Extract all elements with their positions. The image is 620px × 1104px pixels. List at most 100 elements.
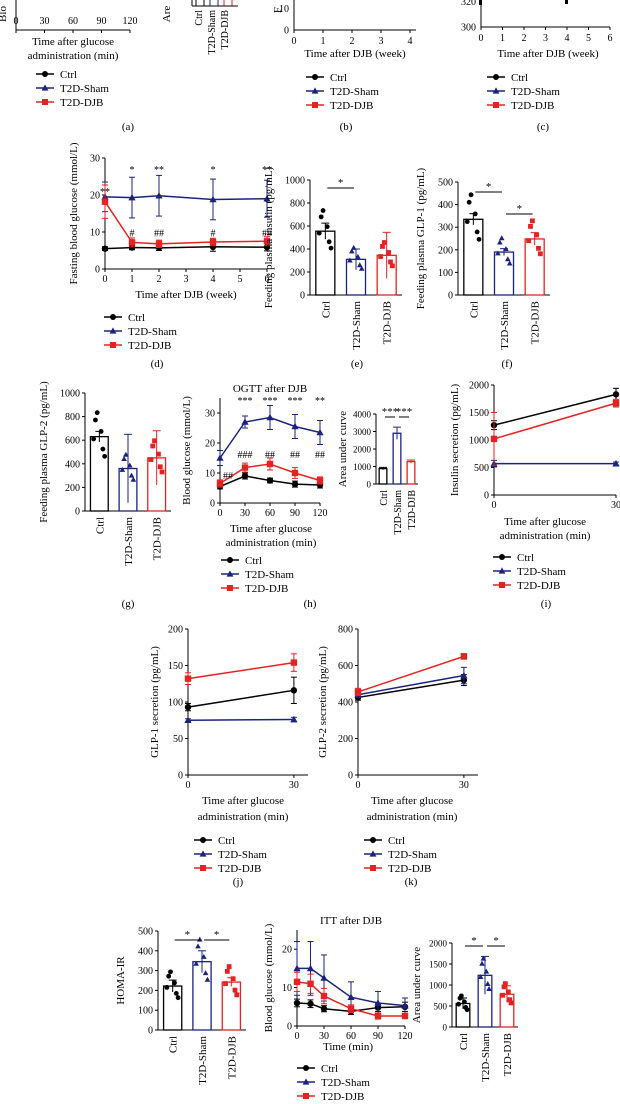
scatter-point-ctrl [93, 417, 98, 423]
category-label-t2d-sham: T2D-Sham [197, 1036, 209, 1085]
legend-marker-t2d-sham [41, 84, 49, 91]
category-label-t2d-sham: T2D-Sham [207, 10, 218, 55]
x-tick-label: 0 [292, 36, 297, 47]
x-axis-label: Time after glucose [202, 795, 284, 807]
legend-label-t2d-djb: T2D-DJB [60, 97, 103, 109]
legend-label-t2d-djb: T2D-DJB [218, 863, 261, 875]
scatter-point-t2d-sham [480, 955, 487, 961]
y-tick-label: 300 [461, 23, 476, 34]
scatter-point-t2d-djb [501, 984, 507, 990]
data-point-t2d-djb [184, 675, 192, 682]
significance-annotation: * [130, 165, 135, 176]
y-tick-label: 10 [90, 228, 100, 239]
legend-marker-ctrl [200, 837, 206, 843]
data-point-t2d-sham [347, 993, 355, 1000]
data-point-ctrl [612, 391, 620, 398]
x-tick-label: 30 [289, 780, 299, 791]
legend-marker-t2d-sham [109, 327, 117, 334]
scatter-point-t2d-djb [507, 997, 513, 1003]
significance-annotation: ## [154, 228, 164, 239]
x-axis-label: Time after DJB (week) [135, 289, 237, 301]
scatter-point-ctrl [316, 230, 322, 236]
scatter-point-t2d-sham [350, 244, 357, 250]
legend-marker-t2d-sham [226, 570, 234, 577]
significance-annotation: ## [265, 450, 275, 461]
x-tick-label: 0 [186, 780, 191, 791]
x-tick-label: 0 [295, 1031, 300, 1042]
scatter-point-t2d-sham [130, 476, 137, 482]
y-tick-label: 0 [300, 291, 305, 302]
series-line-t2d-sham [297, 967, 406, 1007]
data-point-t2d-djb [266, 460, 274, 468]
y-tick-label: 10 [279, 4, 289, 15]
y-tick-label: 400 [338, 698, 353, 709]
x-tick-label: 0 [356, 780, 361, 791]
x-axis-label: administration (min) [226, 537, 317, 549]
legend-marker-ctrl [227, 557, 233, 563]
bar-ctrl [315, 230, 336, 296]
category-label-ctrl: Ctrl [94, 517, 106, 534]
y-tick-label: 0 [287, 1022, 292, 1033]
x-tick-label: 120 [398, 1031, 413, 1042]
data-point-t2d-sham [155, 191, 163, 199]
scatter-point-t2d-djb [381, 240, 387, 245]
legend-label-t2d-sham: T2D-Sham [388, 849, 437, 861]
y-tick-label: 200 [338, 734, 353, 745]
data-point-t2d-sham [184, 716, 192, 724]
legend-marker-ctrl [370, 837, 376, 843]
y-tick-label: 0 [448, 291, 453, 302]
x-tick-label: 0 [492, 500, 497, 511]
significance-annotation: *** [238, 396, 253, 407]
y-tick-label: 10 [205, 469, 215, 480]
scatter-point-ctrl [173, 990, 179, 996]
scatter-point-t2d-sham [193, 960, 199, 966]
scatter-point-t2d-djb [232, 987, 238, 993]
legend-marker-ctrl [499, 554, 505, 560]
x-axis-label: Time after DJB (week) [304, 48, 406, 60]
data-point-t2d-sham [612, 459, 620, 467]
legend-marker-t2d-sham [311, 87, 319, 94]
y-tick-label: 300 [138, 966, 153, 977]
scatter-point-t2d-djb [157, 464, 163, 470]
data-point-ctrl [128, 244, 136, 251]
series-line-ctrl [187, 689, 294, 708]
legend-label-ctrl: Ctrl [511, 72, 528, 84]
x-tick-label: 3 [379, 36, 384, 47]
scatter-point-t2d-djb [150, 443, 156, 449]
scatter-point-t2d-djb [502, 981, 508, 987]
y-tick-label: 2000 [353, 445, 372, 455]
data-point-t2d-djb [263, 238, 271, 245]
series-line-t2d-sham [357, 674, 465, 696]
data-point-t2d-sham [320, 974, 328, 981]
y-tick-label: 200 [65, 483, 80, 494]
scatter-point-ctrl [91, 436, 97, 442]
y-tick-label: 3000 [353, 427, 372, 437]
scatter-point-t2d-sham [119, 466, 126, 472]
series-line-t2d-sham [187, 718, 294, 721]
y-tick-label: 20 [205, 439, 215, 450]
category-label-t2d-djb: T2D-DJB [502, 1033, 514, 1076]
y-tick-label: 4000 [353, 410, 372, 420]
x-tick-label: 6 [608, 33, 613, 44]
x-tick-label: 60 [346, 1031, 356, 1042]
data-point-ctrl [266, 477, 274, 484]
data-point-ctrl [320, 1005, 328, 1012]
x-axis-label: Time after DJB (week) [497, 48, 599, 60]
y-tick-label: 320 [461, 0, 476, 8]
scatter-point-t2d-sham [355, 253, 361, 259]
y-tick-label: 100 [138, 1006, 153, 1017]
data-point-t2d-djb [209, 238, 217, 246]
bar-t2d-djb [524, 238, 545, 296]
y-tick-label: 200 [438, 245, 453, 256]
y-tick-label: 150 [168, 661, 183, 672]
x-axis-label: administration (min) [367, 811, 458, 823]
panel-label: (b) [340, 121, 353, 133]
scatter-point-t2d-djb [234, 992, 240, 998]
scatter-point-t2d-sham [497, 239, 503, 245]
y-tick-label: 200 [138, 986, 153, 997]
scatter-point-ctrl [102, 453, 108, 459]
category-label-t2d-djb: T2D-DJB [382, 301, 394, 344]
data-point-t2d-sham [263, 194, 271, 202]
significance-label: *** [382, 406, 399, 418]
y-tick-label: 600 [338, 661, 353, 672]
